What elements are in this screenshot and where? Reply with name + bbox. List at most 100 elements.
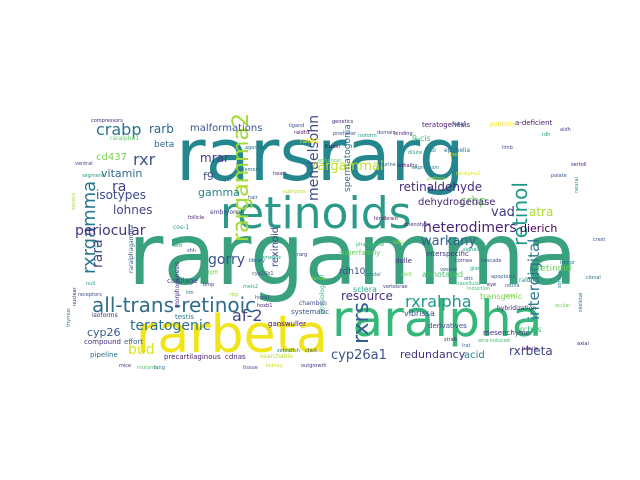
word-periocular: periocular — [75, 223, 146, 239]
word-dilute: dilute — [408, 150, 422, 156]
word-rarg: rarg — [297, 252, 307, 258]
word-heart: heart — [273, 171, 286, 177]
word-crabp: crabp — [96, 120, 142, 139]
word-a-deficient: a-deficient — [515, 119, 553, 127]
word-arches: arches — [515, 325, 542, 334]
word-aldh: aldh — [560, 127, 571, 133]
word-rxrbeta: rxrbeta — [509, 344, 553, 358]
word-resource: resource — [341, 289, 393, 303]
word-nuclear: nuclear — [72, 286, 78, 306]
word-larval: larval — [312, 276, 326, 282]
word-signaling: signaling — [463, 247, 486, 253]
word-rargammal: rargammal — [312, 159, 384, 174]
word-retinaldehyde: retinaldehyde — [399, 180, 482, 194]
word-rxrs: rxrs — [349, 302, 374, 344]
word-isoforms: isoforms — [92, 312, 118, 319]
word-rara: rara — [90, 239, 106, 268]
word-limb: limb — [502, 145, 513, 151]
word-gut: gut — [223, 177, 231, 183]
word-hindbrain: hindbrain — [374, 216, 398, 222]
word-receptors: receptors — [78, 292, 102, 298]
word-genetics: genetics — [332, 119, 354, 125]
word-dierich: dierich — [520, 222, 557, 235]
word-cyp26: cyp26 — [87, 326, 121, 339]
word-ganswuller: ganswuller — [268, 320, 306, 328]
word-af-2: af-2 — [232, 306, 263, 325]
word-interspecific: interspecific — [426, 250, 469, 258]
word-cyp26a1: cyp26a1 — [331, 348, 387, 363]
word-hair: hair — [248, 195, 259, 201]
word-sclera: sclera — [353, 285, 377, 294]
word-rarbeta: rarbeta — [136, 305, 328, 365]
word-eye: eye — [487, 282, 496, 288]
word-shh: shh — [187, 248, 196, 254]
word-mutants: mutants — [137, 365, 158, 371]
word-isotypes: isotypes — [96, 188, 146, 202]
word-rarb: rarb — [149, 122, 174, 136]
word-cdnas: cdnas — [225, 353, 246, 361]
word-heterodimers: heterodimers — [423, 220, 517, 236]
word-tissue: tissue — [243, 365, 258, 371]
word-hoxa1: hoxa1 — [255, 295, 270, 301]
word-skeletal: skeletal — [578, 293, 584, 312]
word-clonal: clonal — [586, 275, 601, 281]
word-domain: domain — [377, 130, 396, 136]
word-pattern: pattern — [427, 176, 445, 182]
word-library: library — [249, 258, 265, 264]
word-otic: otic — [464, 276, 473, 282]
word-wnt: wnt — [173, 243, 182, 249]
word-cos-1: cos-1 — [173, 224, 189, 231]
word-teratogenesis: teratogenesis — [422, 121, 470, 129]
word-epithelia: epithelia — [444, 147, 470, 154]
word-compressors: compressors — [91, 118, 123, 124]
word-intracellular: intracellular — [451, 281, 482, 287]
word-rxrgamma: rxrgamma — [79, 181, 100, 274]
word-pharyngeal: pharyngeal — [356, 242, 384, 248]
word-chick: chick — [305, 348, 318, 354]
word-mrar: mrar — [200, 151, 229, 165]
word-situ: situ — [393, 239, 404, 246]
word-promoter: promoter — [333, 131, 357, 137]
word-mice: mice — [119, 363, 131, 369]
word-annotated: annotated — [422, 270, 463, 279]
word-dehydrogenase: dehydrogenase — [418, 197, 495, 208]
word-skin: skin — [235, 184, 245, 190]
word-lihb: lihb — [425, 147, 436, 154]
word-retinoid: retinoid — [537, 264, 572, 274]
word-all-trans-retinoic: all-trans-retinoic — [92, 293, 256, 317]
word-zebrafish: zebrafish — [277, 348, 300, 354]
word-caudal: caudal — [364, 272, 381, 278]
word-retinol: retinol — [508, 182, 532, 246]
word-vesicle: vesicle — [440, 267, 457, 273]
word-vertebrae: vertebrae — [383, 284, 408, 290]
word-lethality: lethality — [397, 163, 417, 169]
word-rexinoid: rexinoid — [270, 227, 281, 267]
word-somite: somite — [557, 271, 563, 288]
word-effort: effort — [124, 338, 143, 346]
word-murine: murine — [378, 162, 396, 168]
word-sertoli: sertoli — [571, 162, 587, 168]
word-malformations: malformations — [190, 123, 262, 134]
word-systematic: systematic — [291, 308, 329, 316]
word-gorry: gorry — [208, 252, 245, 268]
word-rargamma: rargamma — [128, 205, 577, 305]
word-segment: segment — [82, 173, 104, 179]
word-raralpha2: raralpha2 — [456, 171, 480, 177]
word-atra-induced: atra-induced — [478, 338, 510, 344]
word-embryonal: embryonal — [210, 209, 243, 216]
word-homeotic: homeotic — [258, 255, 282, 261]
word-expression: expression — [412, 165, 439, 171]
word-isoform: isoform — [358, 133, 377, 139]
word-rdh10: rdh10 — [339, 267, 366, 277]
word-ventral: ventral — [75, 161, 93, 167]
word-mendelsohn: mendelsohn — [306, 115, 322, 201]
word-cleft: cleft — [401, 272, 412, 278]
word-thymus: thymus — [66, 308, 72, 327]
word-raralpha: raralpha — [332, 290, 542, 348]
word-morphogenesis: morphogenesis — [174, 262, 181, 308]
word-lung: lung — [154, 365, 165, 371]
word-hoxb1: hoxb1 — [257, 303, 272, 309]
word-axial: axial — [577, 341, 589, 347]
